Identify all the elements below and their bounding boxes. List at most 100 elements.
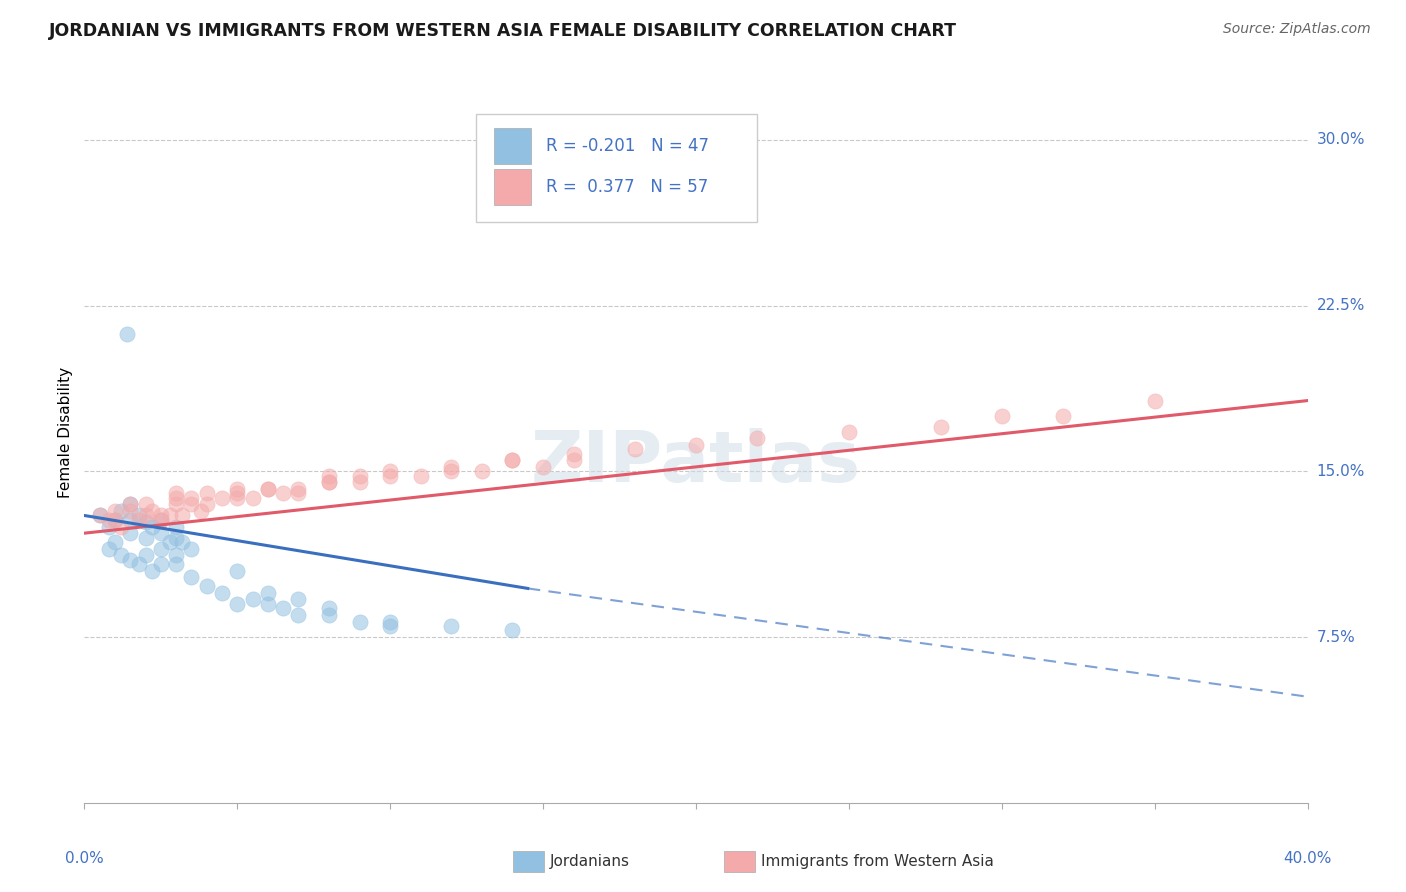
Text: 0.0%: 0.0% [65, 852, 104, 866]
Text: 7.5%: 7.5% [1317, 630, 1355, 645]
Point [180, 498, 202, 512]
Point [149, 557, 172, 571]
Point [624, 442, 647, 457]
Point [318, 468, 340, 483]
Text: 15.0%: 15.0% [1317, 464, 1365, 479]
Point [685, 438, 707, 452]
Text: Source: ZipAtlas.com: Source: ZipAtlas.com [1223, 22, 1371, 37]
Point [502, 453, 524, 467]
Text: ZIPatlas: ZIPatlas [531, 428, 860, 497]
Point [135, 508, 157, 523]
Point [135, 531, 157, 545]
Point [172, 508, 194, 523]
Point [104, 535, 127, 549]
Point [380, 464, 402, 478]
Point [349, 475, 371, 490]
Point [172, 535, 194, 549]
Y-axis label: Female Disability: Female Disability [58, 367, 73, 499]
Point [110, 519, 132, 533]
Point [211, 491, 233, 505]
Point [349, 468, 371, 483]
Point [380, 468, 402, 483]
Point [349, 615, 371, 629]
Point [318, 607, 340, 622]
Point [226, 597, 249, 611]
Point [287, 486, 309, 500]
Point [195, 498, 218, 512]
Point [135, 549, 157, 563]
Point [180, 570, 202, 584]
Point [141, 504, 163, 518]
Point [471, 464, 494, 478]
Point [257, 597, 280, 611]
Point [380, 615, 402, 629]
Point [89, 508, 111, 523]
Point [149, 513, 172, 527]
Text: Immigrants from Western Asia: Immigrants from Western Asia [761, 855, 994, 869]
Point [149, 541, 172, 556]
Point [120, 552, 142, 566]
Point [257, 482, 280, 496]
Point [929, 420, 952, 434]
Point [141, 519, 163, 533]
Text: Jordanians: Jordanians [550, 855, 630, 869]
Text: R =  0.377   N = 57: R = 0.377 N = 57 [546, 178, 707, 196]
Point [440, 464, 463, 478]
Point [1052, 409, 1074, 423]
Point [97, 519, 120, 533]
Point [531, 459, 554, 474]
Point [128, 508, 150, 523]
Point [562, 447, 585, 461]
Point [287, 607, 309, 622]
Point [242, 592, 264, 607]
Point [120, 526, 142, 541]
Point [562, 453, 585, 467]
Point [120, 513, 142, 527]
Text: 30.0%: 30.0% [1317, 132, 1365, 147]
Point [440, 619, 463, 633]
Point [409, 468, 432, 483]
Point [257, 482, 280, 496]
Point [165, 519, 187, 533]
Point [318, 475, 340, 490]
Point [747, 431, 769, 445]
Text: 40.0%: 40.0% [1284, 852, 1331, 866]
Point [287, 482, 309, 496]
Point [257, 586, 280, 600]
Point [165, 531, 187, 545]
Text: JORDANIAN VS IMMIGRANTS FROM WESTERN ASIA FEMALE DISABILITY CORRELATION CHART: JORDANIAN VS IMMIGRANTS FROM WESTERN ASI… [49, 22, 957, 40]
Point [149, 513, 172, 527]
Point [110, 504, 132, 518]
Point [120, 498, 142, 512]
Point [271, 601, 294, 615]
Point [242, 491, 264, 505]
Point [89, 508, 111, 523]
Point [110, 549, 132, 563]
Point [120, 498, 142, 512]
Point [104, 513, 127, 527]
Point [318, 475, 340, 490]
Point [115, 327, 138, 342]
Point [195, 486, 218, 500]
FancyBboxPatch shape [475, 114, 758, 221]
Point [165, 491, 187, 505]
Point [165, 549, 187, 563]
Point [135, 498, 157, 512]
Point [135, 515, 157, 529]
Point [502, 453, 524, 467]
Text: 22.5%: 22.5% [1317, 298, 1365, 313]
Point [318, 601, 340, 615]
Point [838, 425, 860, 439]
Point [226, 486, 249, 500]
Point [104, 513, 127, 527]
Point [479, 151, 502, 165]
Point [97, 513, 120, 527]
Point [180, 541, 202, 556]
Point [141, 564, 163, 578]
Point [502, 624, 524, 638]
Point [165, 486, 187, 500]
Point [149, 526, 172, 541]
Point [159, 535, 181, 549]
Point [211, 586, 233, 600]
Point [165, 557, 187, 571]
